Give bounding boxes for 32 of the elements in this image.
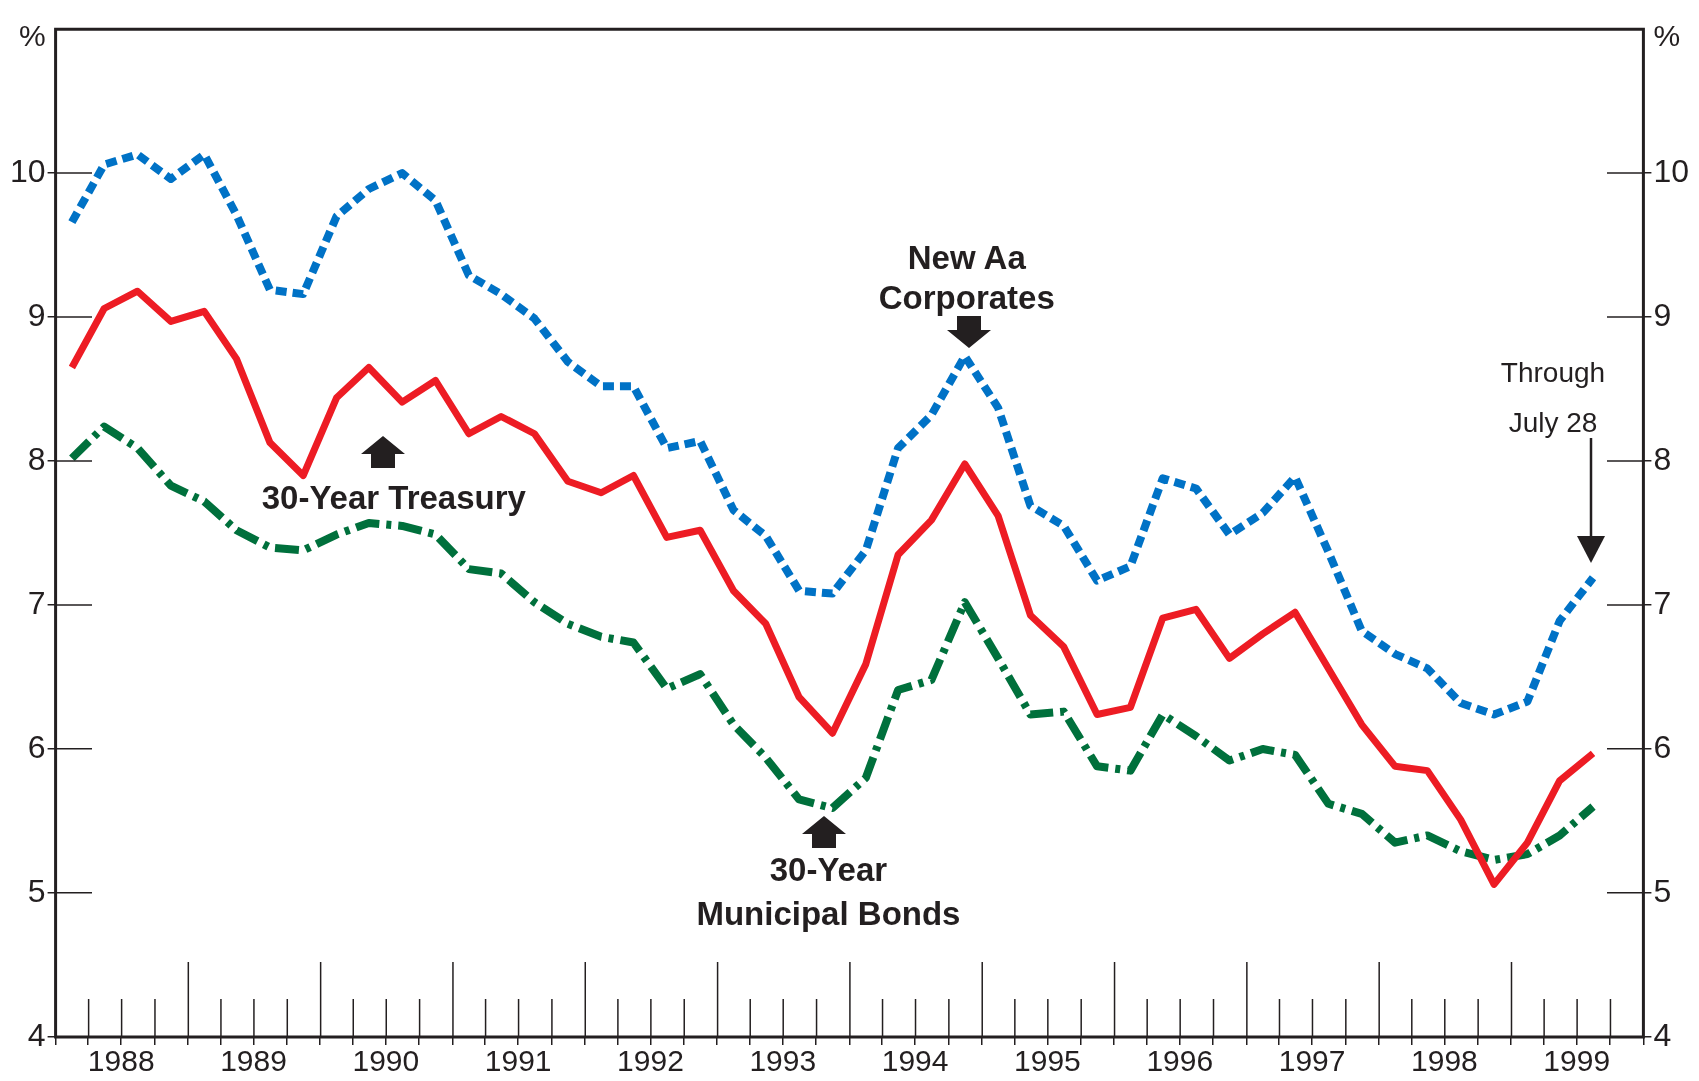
y-tick-label: 6 <box>27 728 46 765</box>
y2-tick-label: 8 <box>1653 440 1672 477</box>
annotation: Through July 28 <box>1499 355 1607 440</box>
x-tick-label: 1993 <box>749 1044 817 1078</box>
x-tick-label: 1994 <box>881 1044 949 1078</box>
y2-tick-label: 5 <box>1653 872 1672 909</box>
y-tick-label: 9 <box>27 296 46 333</box>
y2-tick-label: 4 <box>1653 1016 1672 1053</box>
series-label: 30-Year Treasury <box>260 477 527 518</box>
y2-tick-label: 6 <box>1653 728 1672 765</box>
text: 30-Year Municipal Bonds <box>695 850 962 935</box>
text: New Aa Corporates <box>877 238 1056 318</box>
x-tick-label: 1990 <box>352 1044 420 1078</box>
x-tick-label: 1991 <box>484 1044 552 1078</box>
y-tick-label: 8 <box>27 440 46 477</box>
y-tick-label: 5 <box>27 872 46 909</box>
x-tick-label: 1989 <box>220 1044 287 1078</box>
y-tick-label: 4 <box>27 1016 46 1053</box>
x-tick-label: 1999 <box>1543 1044 1611 1078</box>
y-tick-label: 10 <box>10 153 46 189</box>
x-tick-label: 1988 <box>87 1044 155 1078</box>
y2-tick-label: 10 <box>1653 153 1689 189</box>
y2-tick-label: 7 <box>1653 584 1672 621</box>
x-tick-label: 1992 <box>617 1044 684 1078</box>
x-tick-label: 1997 <box>1278 1044 1346 1078</box>
y-tick-label: 7 <box>27 584 46 621</box>
x-tick-label: 1995 <box>1014 1044 1081 1078</box>
y2-tick-label: 9 <box>1653 296 1672 333</box>
y-axis-title: % <box>18 19 46 53</box>
x-tick-label: 1996 <box>1146 1044 1214 1078</box>
y2-axis-title: % <box>1653 19 1681 53</box>
x-tick-label: 1998 <box>1411 1044 1478 1078</box>
